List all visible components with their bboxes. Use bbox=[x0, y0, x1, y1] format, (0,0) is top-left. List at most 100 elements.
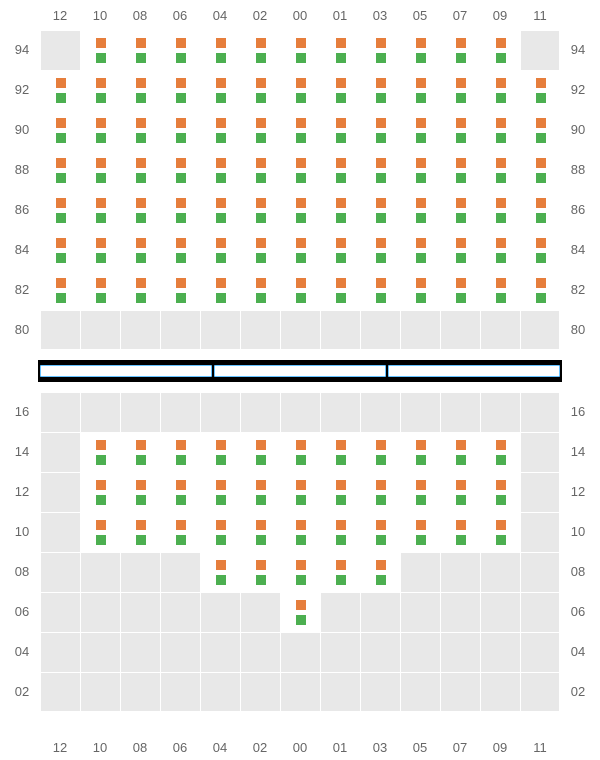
slot-active[interactable] bbox=[360, 150, 400, 190]
slot-active[interactable] bbox=[240, 472, 280, 512]
slot-active[interactable] bbox=[160, 30, 200, 70]
slot-active[interactable] bbox=[200, 270, 240, 310]
slot-active[interactable] bbox=[320, 552, 360, 592]
slot-active[interactable] bbox=[160, 110, 200, 150]
slot-active[interactable] bbox=[240, 70, 280, 110]
slot-active[interactable] bbox=[320, 70, 360, 110]
slot-active[interactable] bbox=[320, 472, 360, 512]
slot-active[interactable] bbox=[280, 552, 320, 592]
slot-active[interactable] bbox=[80, 472, 120, 512]
slot-active[interactable] bbox=[120, 70, 160, 110]
slot-active[interactable] bbox=[440, 512, 480, 552]
slot-active[interactable] bbox=[240, 270, 280, 310]
slot-active[interactable] bbox=[160, 472, 200, 512]
slot-active[interactable] bbox=[400, 432, 440, 472]
slot-active[interactable] bbox=[320, 512, 360, 552]
slot-active[interactable] bbox=[480, 70, 520, 110]
slot-active[interactable] bbox=[240, 110, 280, 150]
slot-active[interactable] bbox=[360, 472, 400, 512]
slot-active[interactable] bbox=[240, 190, 280, 230]
slot-active[interactable] bbox=[120, 432, 160, 472]
slot-active[interactable] bbox=[120, 230, 160, 270]
slot-active[interactable] bbox=[360, 70, 400, 110]
slot-active[interactable] bbox=[80, 70, 120, 110]
slot-active[interactable] bbox=[320, 30, 360, 70]
slot-active[interactable] bbox=[120, 472, 160, 512]
slot-active[interactable] bbox=[80, 110, 120, 150]
slot-active[interactable] bbox=[440, 432, 480, 472]
slot-active[interactable] bbox=[80, 190, 120, 230]
slot-active[interactable] bbox=[360, 270, 400, 310]
slot-active[interactable] bbox=[280, 150, 320, 190]
slot-active[interactable] bbox=[280, 230, 320, 270]
slot-active[interactable] bbox=[200, 70, 240, 110]
slot-active[interactable] bbox=[40, 190, 80, 230]
slot-active[interactable] bbox=[360, 230, 400, 270]
slot-active[interactable] bbox=[120, 150, 160, 190]
slot-active[interactable] bbox=[440, 70, 480, 110]
slot-active[interactable] bbox=[400, 230, 440, 270]
slot-active[interactable] bbox=[40, 230, 80, 270]
slot-active[interactable] bbox=[280, 190, 320, 230]
slot-active[interactable] bbox=[520, 270, 560, 310]
slot-active[interactable] bbox=[480, 230, 520, 270]
slot-active[interactable] bbox=[320, 150, 360, 190]
slot-active[interactable] bbox=[240, 552, 280, 592]
slot-active[interactable] bbox=[360, 110, 400, 150]
slot-active[interactable] bbox=[200, 552, 240, 592]
slot-active[interactable] bbox=[440, 110, 480, 150]
slot-active[interactable] bbox=[400, 512, 440, 552]
slot-active[interactable] bbox=[320, 270, 360, 310]
slot-active[interactable] bbox=[360, 432, 400, 472]
slot-active[interactable] bbox=[200, 190, 240, 230]
slot-active[interactable] bbox=[240, 512, 280, 552]
slot-active[interactable] bbox=[200, 110, 240, 150]
slot-active[interactable] bbox=[240, 150, 280, 190]
slot-active[interactable] bbox=[480, 110, 520, 150]
slot-active[interactable] bbox=[440, 190, 480, 230]
slot-active[interactable] bbox=[320, 230, 360, 270]
slot-active[interactable] bbox=[280, 432, 320, 472]
slot-active[interactable] bbox=[440, 150, 480, 190]
slot-active[interactable] bbox=[240, 230, 280, 270]
slot-active[interactable] bbox=[480, 270, 520, 310]
slot-active[interactable] bbox=[80, 270, 120, 310]
slot-active[interactable] bbox=[280, 512, 320, 552]
slot-active[interactable] bbox=[160, 70, 200, 110]
slot-active[interactable] bbox=[440, 30, 480, 70]
slot-active[interactable] bbox=[320, 110, 360, 150]
slot-active[interactable] bbox=[400, 190, 440, 230]
slot-active[interactable] bbox=[120, 190, 160, 230]
slot-active[interactable] bbox=[80, 230, 120, 270]
slot-active[interactable] bbox=[480, 150, 520, 190]
slot-active[interactable] bbox=[400, 110, 440, 150]
slot-active[interactable] bbox=[200, 230, 240, 270]
slot-active[interactable] bbox=[160, 270, 200, 310]
slot-active[interactable] bbox=[200, 432, 240, 472]
slot-active[interactable] bbox=[80, 512, 120, 552]
slot-active[interactable] bbox=[40, 150, 80, 190]
slot-active[interactable] bbox=[160, 432, 200, 472]
slot-active[interactable] bbox=[320, 190, 360, 230]
slot-active[interactable] bbox=[200, 472, 240, 512]
slot-active[interactable] bbox=[240, 30, 280, 70]
slot-active[interactable] bbox=[480, 432, 520, 472]
slot-active[interactable] bbox=[120, 270, 160, 310]
slot-active[interactable] bbox=[440, 270, 480, 310]
slot-active[interactable] bbox=[520, 70, 560, 110]
slot-active[interactable] bbox=[240, 432, 280, 472]
slot-active[interactable] bbox=[80, 432, 120, 472]
slot-active[interactable] bbox=[360, 512, 400, 552]
slot-active[interactable] bbox=[480, 472, 520, 512]
slot-active[interactable] bbox=[200, 30, 240, 70]
slot-active[interactable] bbox=[360, 190, 400, 230]
slot-active[interactable] bbox=[360, 552, 400, 592]
slot-active[interactable] bbox=[520, 190, 560, 230]
slot-active[interactable] bbox=[160, 512, 200, 552]
slot-active[interactable] bbox=[280, 30, 320, 70]
slot-active[interactable] bbox=[280, 270, 320, 310]
slot-active[interactable] bbox=[80, 30, 120, 70]
slot-active[interactable] bbox=[480, 190, 520, 230]
slot-active[interactable] bbox=[480, 512, 520, 552]
slot-active[interactable] bbox=[280, 110, 320, 150]
